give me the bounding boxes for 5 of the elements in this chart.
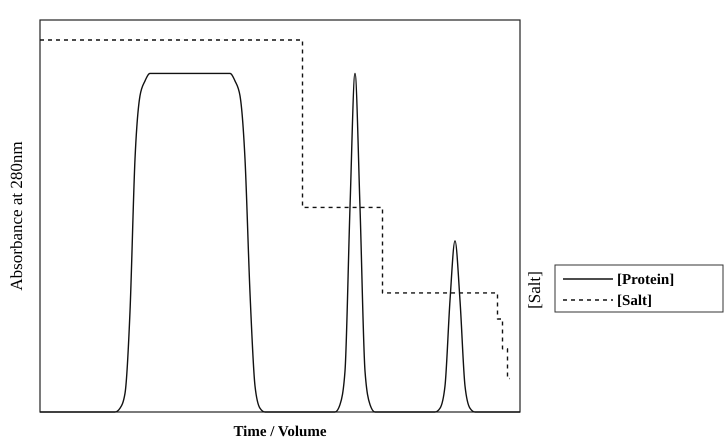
x-axis-title: Time / Volume	[233, 424, 327, 440]
legend-label: [Protein]	[617, 272, 674, 288]
y-axis-title: Absorbance at 280nm	[7, 141, 26, 291]
legend-label: [Salt]	[617, 293, 652, 309]
y2-axis-title: [Salt]	[525, 271, 544, 309]
